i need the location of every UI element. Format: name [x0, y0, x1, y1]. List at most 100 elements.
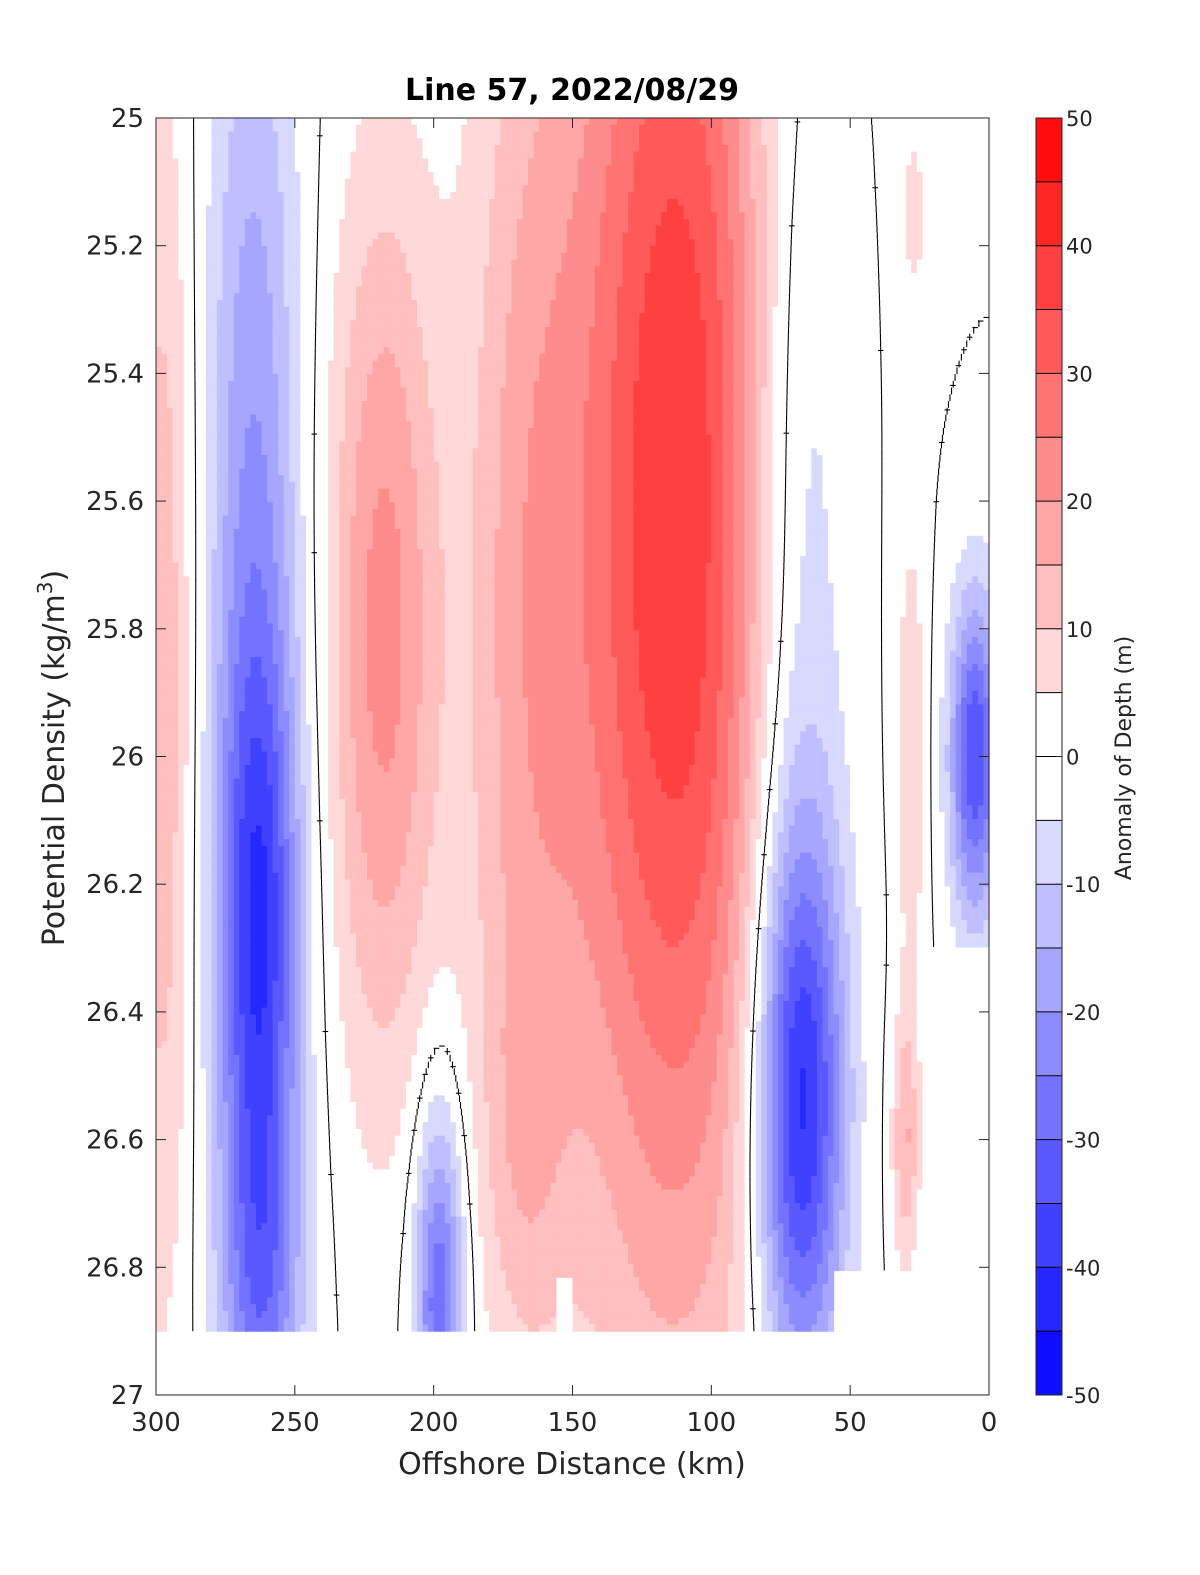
contour-cell	[450, 152, 456, 159]
contour-cell	[567, 327, 573, 334]
contour-cell	[778, 199, 784, 206]
contour-cell	[428, 226, 434, 233]
contour-cell	[478, 239, 484, 246]
contour-cell	[328, 320, 334, 327]
contour-cell	[717, 118, 723, 125]
contour-cell	[978, 246, 984, 253]
contour-cell	[650, 219, 656, 226]
contour-cell	[739, 239, 745, 246]
contour-cell	[361, 165, 367, 172]
contour-cell	[361, 219, 367, 226]
contour-cell	[434, 199, 440, 206]
contour-cell	[639, 206, 645, 213]
contour-cell	[328, 260, 334, 267]
contour-cell	[528, 206, 534, 213]
contour-cell	[734, 260, 740, 267]
contour-cell	[473, 273, 479, 280]
contour-cell	[834, 253, 840, 260]
contour-cell	[883, 125, 889, 132]
contour-cell	[484, 313, 490, 320]
contour-cell	[595, 192, 601, 199]
contour-cell	[761, 212, 767, 219]
contour-cell	[567, 320, 573, 327]
contour-cell	[939, 118, 945, 125]
contour-cell	[717, 233, 723, 240]
contour-cell	[395, 313, 401, 320]
contour-cell	[184, 131, 190, 138]
contour-cell	[550, 286, 556, 293]
contour-cell	[162, 185, 168, 192]
contour-cell	[789, 192, 795, 199]
contour-cell	[434, 273, 440, 280]
contour-cell	[489, 260, 495, 267]
contour-cell	[489, 212, 495, 219]
contour-cell	[822, 145, 828, 152]
contour-cell	[167, 131, 173, 138]
contour-cell	[700, 273, 706, 280]
contour-cell	[361, 152, 367, 159]
contour-cell	[850, 293, 856, 300]
contour-cell	[273, 300, 279, 307]
contour-cell	[411, 313, 417, 320]
contour-cell	[722, 327, 728, 334]
contour-cell	[739, 172, 745, 179]
contour-cell	[350, 266, 356, 273]
contour-cell	[162, 165, 168, 172]
contour-cell	[284, 334, 290, 341]
contour-cell	[573, 300, 579, 307]
contour-cell	[839, 131, 845, 138]
contour-cell	[950, 145, 956, 152]
contour-cell	[567, 226, 573, 233]
contour-cell	[445, 165, 451, 172]
contour-cell	[428, 253, 434, 260]
contour-cell	[950, 273, 956, 280]
contour-cell	[678, 313, 684, 320]
contour-cell	[250, 179, 256, 186]
contour-cell	[917, 246, 923, 253]
contour-cell	[373, 286, 379, 293]
contour-cell	[789, 239, 795, 246]
contour-cell	[828, 253, 834, 260]
contour-cell	[611, 260, 617, 267]
contour-cell	[689, 300, 695, 307]
contour-cell	[367, 300, 373, 307]
contour-cell	[772, 266, 778, 273]
contour-cell	[711, 253, 717, 260]
contour-cell	[928, 313, 934, 320]
contour-cell	[889, 266, 895, 273]
contour-cell	[728, 280, 734, 287]
contour-cell	[223, 131, 229, 138]
contour-cell	[917, 125, 923, 132]
contour-cell	[700, 280, 706, 287]
contour-cell	[817, 260, 823, 267]
contour-cell	[400, 212, 406, 219]
contour-cell	[767, 118, 773, 125]
contour-cell	[217, 125, 223, 132]
contour-cell	[828, 192, 834, 199]
contour-cell	[361, 266, 367, 273]
contour-cell	[250, 327, 256, 334]
contour-cell	[173, 280, 179, 287]
contour-cell	[473, 131, 479, 138]
contour-cell	[328, 340, 334, 347]
contour-cell	[439, 266, 445, 273]
contour-cell	[395, 286, 401, 293]
contour-cell	[373, 239, 379, 246]
contour-cell	[822, 212, 828, 219]
contour-cell	[267, 253, 273, 260]
contour-cell	[945, 293, 951, 300]
contour-cell	[695, 125, 701, 132]
contour-cell	[389, 307, 395, 314]
contour-cell	[906, 199, 912, 206]
contour-cell	[200, 327, 206, 334]
contour-cell	[900, 253, 906, 260]
contour-cell	[956, 219, 962, 226]
contour-cell	[834, 246, 840, 253]
contour-cell	[545, 320, 551, 327]
contour-cell	[273, 145, 279, 152]
contour-cell	[622, 239, 628, 246]
contour-cell	[400, 300, 406, 307]
contour-cell	[711, 172, 717, 179]
contour-cell	[478, 253, 484, 260]
contour-cell	[850, 125, 856, 132]
